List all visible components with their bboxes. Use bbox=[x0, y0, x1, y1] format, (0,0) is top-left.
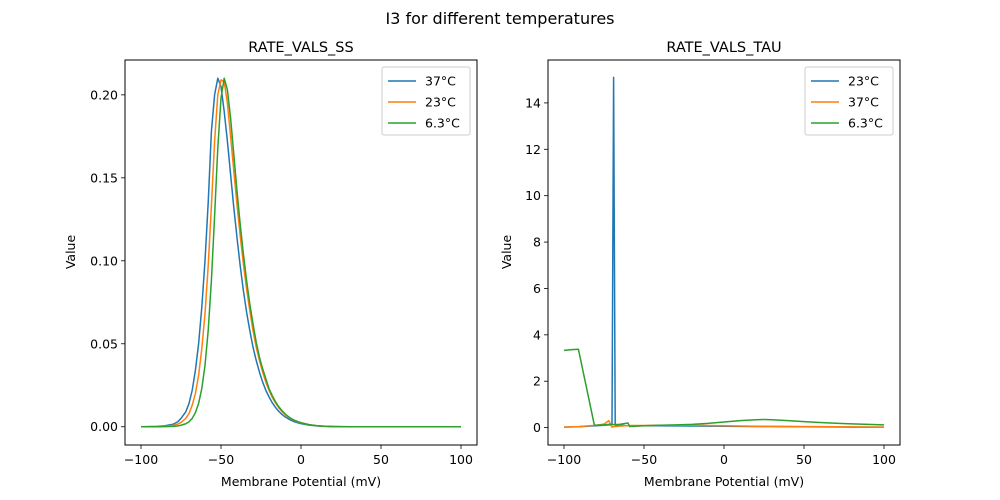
x-tick-label: 0 bbox=[297, 452, 305, 467]
x-axis-ticks: −100 −50 0 50 100 bbox=[547, 445, 896, 467]
series-layer bbox=[140, 77, 461, 428]
subplot-title: RATE_VALS_SS bbox=[248, 40, 353, 56]
x-axis-ticks: −100 −50 0 50 100 bbox=[124, 445, 473, 467]
y-tick-label: 10 bbox=[525, 188, 541, 203]
x-tick-label: −100 bbox=[124, 452, 158, 467]
x-tick-label: 0 bbox=[720, 452, 728, 467]
figure-suptitle: I3 for different temperatures bbox=[385, 9, 614, 28]
y-tick-label: 0.10 bbox=[90, 253, 118, 268]
legend-box bbox=[804, 66, 894, 136]
series-line-2 bbox=[141, 77, 461, 428]
y-axis-ticks: 0 2 4 6 8 10 12 14 bbox=[525, 95, 548, 435]
series-line-2 bbox=[563, 348, 885, 428]
y-tick-label: 0.15 bbox=[90, 170, 118, 185]
subplot-rate-vals-ss: RATE_VALS_SS −100 −50 0 50 100 0.000.050.100… bbox=[63, 40, 478, 489]
y-axis-label: Value bbox=[63, 235, 78, 270]
legend-label: 23°C bbox=[425, 95, 456, 110]
legend-label: 6.3°C bbox=[848, 116, 883, 131]
subplot-title: RATE_VALS_TAU bbox=[666, 40, 781, 56]
legend-label: 37°C bbox=[848, 95, 879, 110]
x-tick-label: −100 bbox=[547, 452, 581, 467]
x-tick-label: −50 bbox=[208, 452, 234, 467]
legend-label: 37°C bbox=[425, 74, 456, 89]
x-tick-label: 50 bbox=[796, 452, 812, 467]
legend: 37°C 23°C 6.3°C bbox=[381, 66, 471, 136]
legend-label: 6.3°C bbox=[425, 116, 460, 131]
y-tick-label: 0.05 bbox=[90, 336, 118, 351]
legend: 23°C 37°C 6.3°C bbox=[804, 66, 894, 136]
series-layer bbox=[563, 76, 885, 428]
x-axis-label: Membrane Potential (mV) bbox=[644, 474, 804, 489]
legend-label: 23°C bbox=[848, 74, 879, 89]
x-tick-label: 50 bbox=[373, 452, 389, 467]
x-tick-label: 100 bbox=[872, 452, 896, 467]
y-tick-label: 8 bbox=[533, 235, 541, 250]
y-tick-label: 4 bbox=[533, 327, 541, 342]
y-tick-label: 0.00 bbox=[90, 419, 118, 434]
y-tick-label: 12 bbox=[525, 142, 541, 157]
y-tick-label: 0 bbox=[533, 420, 541, 435]
x-axis-label: Membrane Potential (mV) bbox=[221, 474, 381, 489]
y-tick-label: 0.20 bbox=[90, 87, 118, 102]
y-tick-label: 6 bbox=[533, 281, 541, 296]
series-line-1 bbox=[563, 419, 885, 428]
x-tick-label: 100 bbox=[449, 452, 473, 467]
y-axis-label: Value bbox=[499, 235, 514, 270]
y-tick-label: 2 bbox=[533, 374, 541, 389]
subplot-rate-vals-tau: RATE_VALS_TAU −100 −50 0 50 100 02468101214 … bbox=[499, 40, 901, 489]
x-tick-label: −50 bbox=[631, 452, 657, 467]
y-axis-ticks: 0.00 0.05 0.10 0.15 0.20 bbox=[90, 87, 125, 434]
legend-box bbox=[381, 66, 471, 136]
y-tick-label: 14 bbox=[525, 95, 541, 110]
